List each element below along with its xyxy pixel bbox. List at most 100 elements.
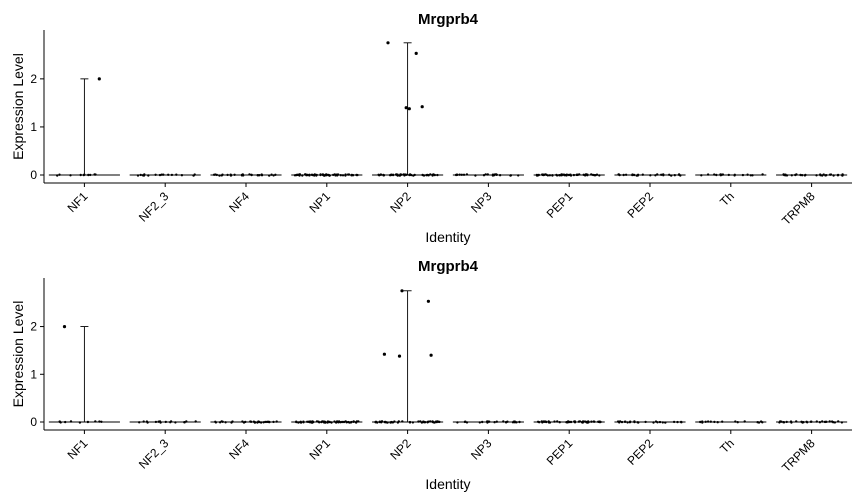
data-point-zero — [633, 420, 636, 424]
data-point-zero — [462, 173, 466, 176]
data-point-zero — [836, 174, 840, 177]
data-point-zero — [147, 174, 150, 177]
data-point-zero — [326, 420, 330, 423]
y-axis-title: Expression Level — [10, 301, 26, 408]
data-point-zero — [517, 174, 520, 177]
data-point-zero — [824, 420, 827, 424]
data-point-zero — [622, 173, 625, 177]
data-point — [426, 299, 430, 303]
data-point-zero — [713, 173, 716, 176]
data-point-zero — [183, 421, 186, 424]
data-point-zero — [832, 174, 835, 177]
data-point-zero — [629, 420, 632, 423]
data-point-zero — [583, 174, 587, 177]
data-point-zero — [486, 420, 489, 423]
data-point-zero — [145, 420, 149, 423]
data-point-zero — [259, 421, 263, 424]
data-point-zero — [474, 174, 477, 177]
chart-panel-1: Mrgprb4 0 1 2 Expression Level Identity NF1 NF2… — [10, 11, 852, 245]
data-point-zero — [547, 420, 550, 423]
data-point-zero — [506, 420, 509, 423]
x-tick-label-pep2: PEP2 — [625, 436, 657, 468]
data-point-zero — [87, 173, 90, 177]
data-point-zero — [598, 174, 601, 177]
data-point-zero — [841, 174, 844, 177]
y-tick-label: 2 — [30, 72, 37, 86]
data-point-zero — [154, 173, 157, 176]
data-point-zero — [656, 173, 659, 176]
y-tick-label: 0 — [30, 168, 37, 182]
data-point-zero — [746, 173, 749, 176]
data-point-zero — [821, 420, 824, 423]
data-point-zero — [298, 173, 302, 176]
data-point-zero — [272, 420, 275, 424]
data-point-zero — [139, 173, 142, 177]
data-point-zero — [382, 173, 385, 177]
data-point-zero — [275, 420, 278, 423]
data-point-zero — [495, 420, 498, 423]
data-point-zero — [335, 420, 339, 423]
data-point-zero — [315, 173, 318, 177]
data-point-zero — [631, 173, 634, 176]
data-point-zero — [664, 421, 667, 424]
data-point-zero — [541, 173, 544, 177]
data-point-zero — [413, 173, 416, 177]
data-point-zero — [159, 421, 162, 424]
data-point-zero — [538, 421, 541, 424]
data-point-zero — [319, 173, 322, 177]
data-point-zero — [310, 173, 313, 176]
data-point-zero — [662, 173, 665, 176]
data-point-zero — [700, 174, 703, 177]
data-point-zero — [341, 174, 345, 177]
data-point-zero — [481, 420, 484, 424]
data-point-zero — [224, 421, 227, 424]
data-point-zero — [727, 173, 730, 177]
data-point-zero — [815, 174, 818, 177]
data-point-zero — [58, 173, 61, 176]
data-point-zero — [620, 420, 624, 424]
x-axis-title: Identity — [425, 476, 470, 492]
data-point-zero — [535, 174, 539, 177]
data-point-zero — [572, 173, 576, 177]
chart-title: Mrgprb4 — [418, 258, 479, 275]
x-tick-label-th: Th — [717, 436, 737, 456]
data-point-zero — [337, 420, 341, 423]
data-point-zero — [141, 174, 144, 177]
data-point-zero — [380, 420, 384, 423]
data-point-zero — [339, 174, 342, 177]
data-point-zero — [668, 173, 671, 176]
data-point-zero — [438, 420, 441, 424]
data-point-zero — [305, 174, 308, 177]
data-point-zero — [308, 174, 311, 177]
data-point-zero — [352, 420, 355, 423]
data-point-zero — [815, 420, 818, 423]
data-point-zero — [433, 173, 436, 177]
data-point-zero — [495, 173, 498, 176]
data-point-zero — [355, 421, 358, 424]
data-point-zero — [94, 420, 97, 423]
data-point-zero — [436, 173, 439, 177]
chart-panel-2: Mrgprb4 0 1 2 Expression Level Identity NF1 NF2… — [10, 258, 852, 492]
data-point — [97, 77, 101, 81]
data-point-zero — [136, 174, 140, 177]
y-axis-title: Expression Level — [10, 53, 26, 160]
data-point-zero — [384, 420, 387, 424]
data-point-zero — [706, 420, 710, 423]
data-point-zero — [802, 421, 805, 424]
data-point-zero — [260, 174, 264, 177]
data-point — [386, 41, 390, 45]
data-point-zero — [405, 173, 408, 176]
x-tick-label-np3: NP3 — [468, 436, 495, 463]
data-point-zero — [417, 420, 420, 423]
data-point-zero — [69, 420, 73, 423]
data-point-zero — [321, 173, 325, 176]
data-point-zero — [721, 420, 724, 423]
data-point-zero — [636, 173, 640, 176]
data-point-zero — [591, 173, 595, 177]
data-point-zero — [98, 420, 101, 423]
data-point-zero — [295, 420, 298, 424]
x-tick-label-pep2: PEP2 — [625, 189, 657, 221]
data-point-zero — [460, 173, 463, 176]
x-tick-label-pep1: PEP1 — [544, 436, 576, 468]
data-point-zero — [226, 173, 229, 177]
